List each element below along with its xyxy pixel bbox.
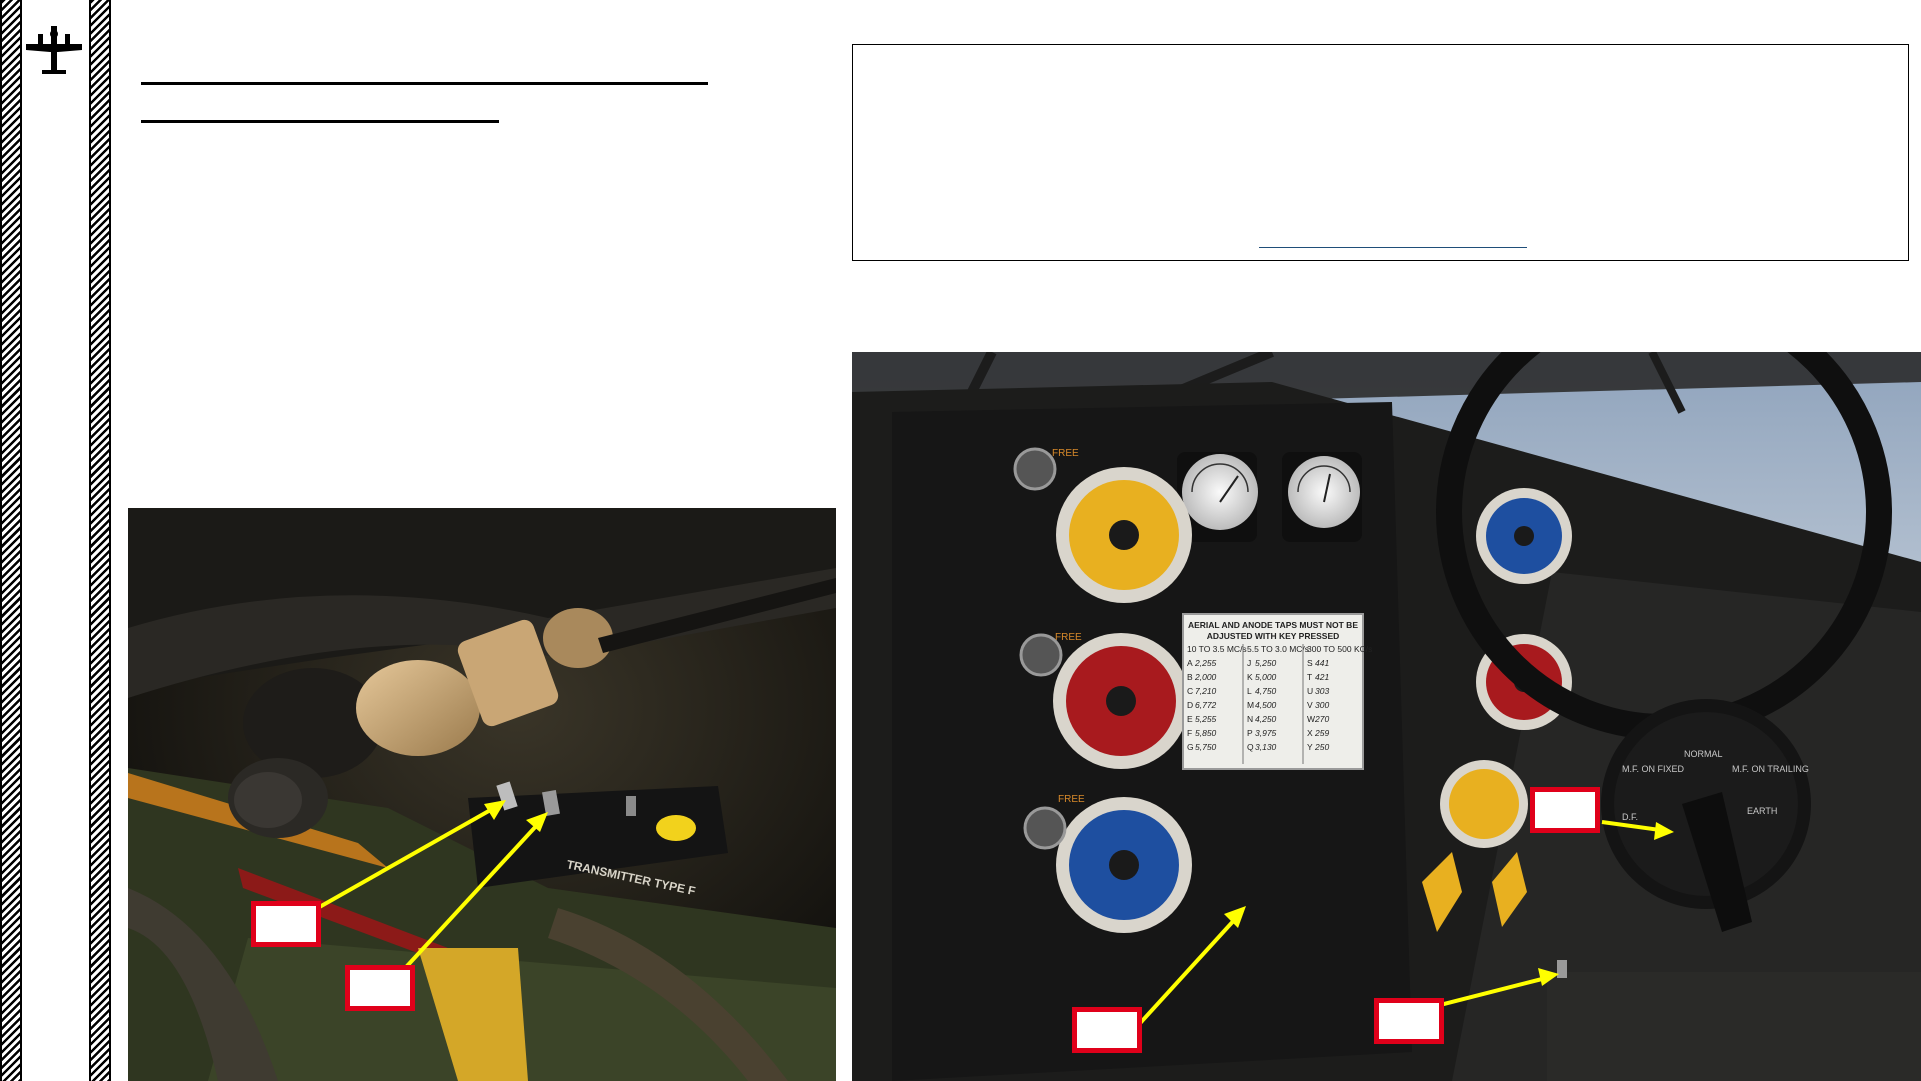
switch-label-mf-trailing: M.F. ON TRAILING xyxy=(1732,764,1809,774)
placard-cell: 421 xyxy=(1315,672,1329,682)
callout-label-2 xyxy=(345,965,415,1011)
placard-cell: X xyxy=(1307,728,1313,738)
placard-heading-2: ADJUSTED WITH KEY PRESSED xyxy=(1207,631,1340,641)
placard-cell: 2,000 xyxy=(1194,672,1217,682)
placard-cell: 6,772 xyxy=(1195,700,1217,710)
placard-cell: P xyxy=(1247,728,1253,738)
free-label-2: FREE xyxy=(1055,632,1082,643)
placard-cell: Q xyxy=(1247,742,1254,752)
title-underline-1 xyxy=(141,82,708,85)
switch-label-df: D.F. xyxy=(1622,812,1638,822)
placard-cell: 441 xyxy=(1315,658,1329,668)
placard-cell: 5,255 xyxy=(1195,714,1217,724)
placard-cell: 5,250 xyxy=(1255,658,1277,668)
placard-cell: N xyxy=(1247,714,1253,724)
radio-panel-photo: FREE FREE FREE AERIAL AND ANODE TAPS MUS… xyxy=(852,352,1921,1081)
placard-cell: 259 xyxy=(1314,728,1329,738)
transmitter-photo: TRANSMITTER TYPE F xyxy=(128,508,836,1081)
placard-cell: K xyxy=(1247,672,1253,682)
placard-cell: 7,210 xyxy=(1195,686,1217,696)
placard-cell: E xyxy=(1187,714,1193,724)
aerial-switch: M.F. ON FIXED NORMAL M.F. ON TRAILING EA… xyxy=(1601,699,1811,932)
switch-label-mf-fixed: M.F. ON FIXED xyxy=(1622,764,1685,774)
placard-cell: 270 xyxy=(1314,714,1329,724)
placard-cell: F xyxy=(1187,728,1192,738)
callout-label-3 xyxy=(1072,1007,1142,1053)
callout-label-4 xyxy=(1374,998,1444,1044)
switch-label-earth: EARTH xyxy=(1747,806,1777,816)
placard-cell: C xyxy=(1187,686,1193,696)
placard-heading-1: AERIAL AND ANODE TAPS MUST NOT BE xyxy=(1188,620,1358,630)
placard-cell: J xyxy=(1247,658,1251,668)
placard-cell: 4,750 xyxy=(1255,686,1277,696)
placard-cell: A xyxy=(1187,658,1193,668)
placard-cell: 4,500 xyxy=(1255,700,1277,710)
placard-cell: 300 xyxy=(1315,700,1329,710)
placard-cell: 303 xyxy=(1315,686,1329,696)
placard-cell: 5,000 xyxy=(1255,672,1277,682)
callout-label-1 xyxy=(251,901,321,947)
info-link-underline[interactable] xyxy=(1259,247,1527,248)
placard-cell: B xyxy=(1187,672,1193,682)
placard-cell: W xyxy=(1307,714,1315,724)
margin-hatch-left xyxy=(0,0,22,1081)
placard-cell: L xyxy=(1247,686,1252,696)
placard-col-3: 300 TO 500 KC/s xyxy=(1307,644,1372,654)
free-label-3: FREE xyxy=(1058,794,1085,805)
placard-cell: V xyxy=(1307,700,1313,710)
placard-cell: Y xyxy=(1307,742,1313,752)
placard-cell: 5,850 xyxy=(1195,728,1217,738)
placard-cell: M xyxy=(1247,700,1254,710)
placard-cell: 3,130 xyxy=(1255,742,1277,752)
frequency-placard: AERIAL AND ANODE TAPS MUST NOT BE ADJUST… xyxy=(1182,613,1372,770)
placard-cell: T xyxy=(1307,672,1312,682)
placard-cell: 5,750 xyxy=(1195,742,1217,752)
switch-label-normal: NORMAL xyxy=(1684,749,1723,759)
free-label-1: FREE xyxy=(1052,448,1079,459)
placard-cell: G xyxy=(1187,742,1194,752)
placard-col-1: 10 TO 3.5 MC/s xyxy=(1187,644,1247,654)
margin-hatch-right xyxy=(89,0,111,1081)
placard-col-2: 5.5 TO 3.0 MC/s xyxy=(1247,644,1309,654)
placard-cell: 4,250 xyxy=(1255,714,1277,724)
placard-cell: S xyxy=(1307,658,1313,668)
placard-cell: U xyxy=(1307,686,1313,696)
placard-cell: D xyxy=(1187,700,1193,710)
aircraft-logo-icon xyxy=(26,26,82,74)
info-box xyxy=(852,44,1909,261)
placard-cell: 2,255 xyxy=(1194,658,1217,668)
placard-cell: 3,975 xyxy=(1255,728,1277,738)
placard-cell: 250 xyxy=(1314,742,1329,752)
callout-label-5 xyxy=(1530,787,1600,833)
title-underline-2 xyxy=(141,120,499,123)
